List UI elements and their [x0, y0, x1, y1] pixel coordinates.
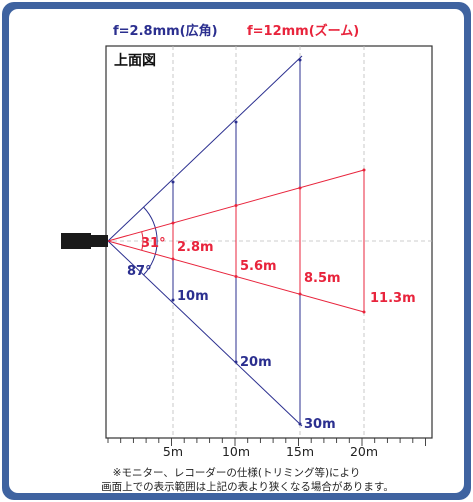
distance-ruler — [107, 438, 426, 446]
zoom-dot — [171, 221, 175, 225]
wide-dot — [298, 422, 302, 426]
footnote-line-1: ※モニター、レコーダーの仕様(トリミング等)により — [112, 467, 361, 479]
zoom-dot — [234, 275, 238, 278]
wide-dot — [171, 298, 175, 302]
wide-dot — [171, 180, 175, 184]
zoom-width-label: 11.3m — [370, 291, 416, 306]
zoom-dot — [298, 186, 302, 190]
wide-angle-arc — [143, 206, 158, 276]
zoom-heading: f=12mm(ズーム) — [247, 23, 359, 39]
zoom-width-label: 8.5m — [304, 271, 341, 286]
wide-angle-label: 87° — [127, 264, 152, 279]
zoom-angle-arc — [141, 231, 144, 251]
wide-lower-edge — [107, 240, 303, 427]
panel-title: 上面図 — [114, 53, 156, 69]
zoom-dot — [171, 257, 175, 261]
wide-end-dots — [171, 58, 302, 426]
zoom-dot — [362, 168, 366, 172]
wide-dot — [298, 58, 302, 62]
footnote-line-2: 画面上での表示範囲は上記の表より狭くなる場合があります。 — [101, 481, 394, 493]
wide-dot — [234, 360, 238, 364]
zoom-end-dots — [171, 168, 366, 314]
distance-tick-label: 15m — [286, 444, 314, 459]
wide-width-label: 30m — [304, 417, 336, 432]
zoom-angle-label: 31° — [141, 236, 166, 251]
camera-icon — [61, 233, 108, 249]
zoom-dot — [362, 310, 366, 314]
plot-area — [105, 45, 433, 439]
distance-tick-label: 20m — [350, 444, 378, 459]
wide-width-label: 10m — [177, 289, 209, 304]
wide-angle-heading: f=2.8mm(広角) — [113, 23, 218, 39]
zoom-dot — [234, 204, 238, 207]
zoom-width-label: 2.8m — [177, 240, 214, 255]
wide-upper-edge — [107, 55, 303, 242]
distance-tick-label: 5m — [163, 444, 183, 459]
zoom-dot — [298, 292, 302, 296]
zoom-width-label: 5.6m — [240, 259, 277, 274]
wide-width-label: 20m — [240, 355, 272, 370]
distance-tick-label: 10m — [222, 444, 250, 459]
wide-dot — [234, 120, 238, 124]
